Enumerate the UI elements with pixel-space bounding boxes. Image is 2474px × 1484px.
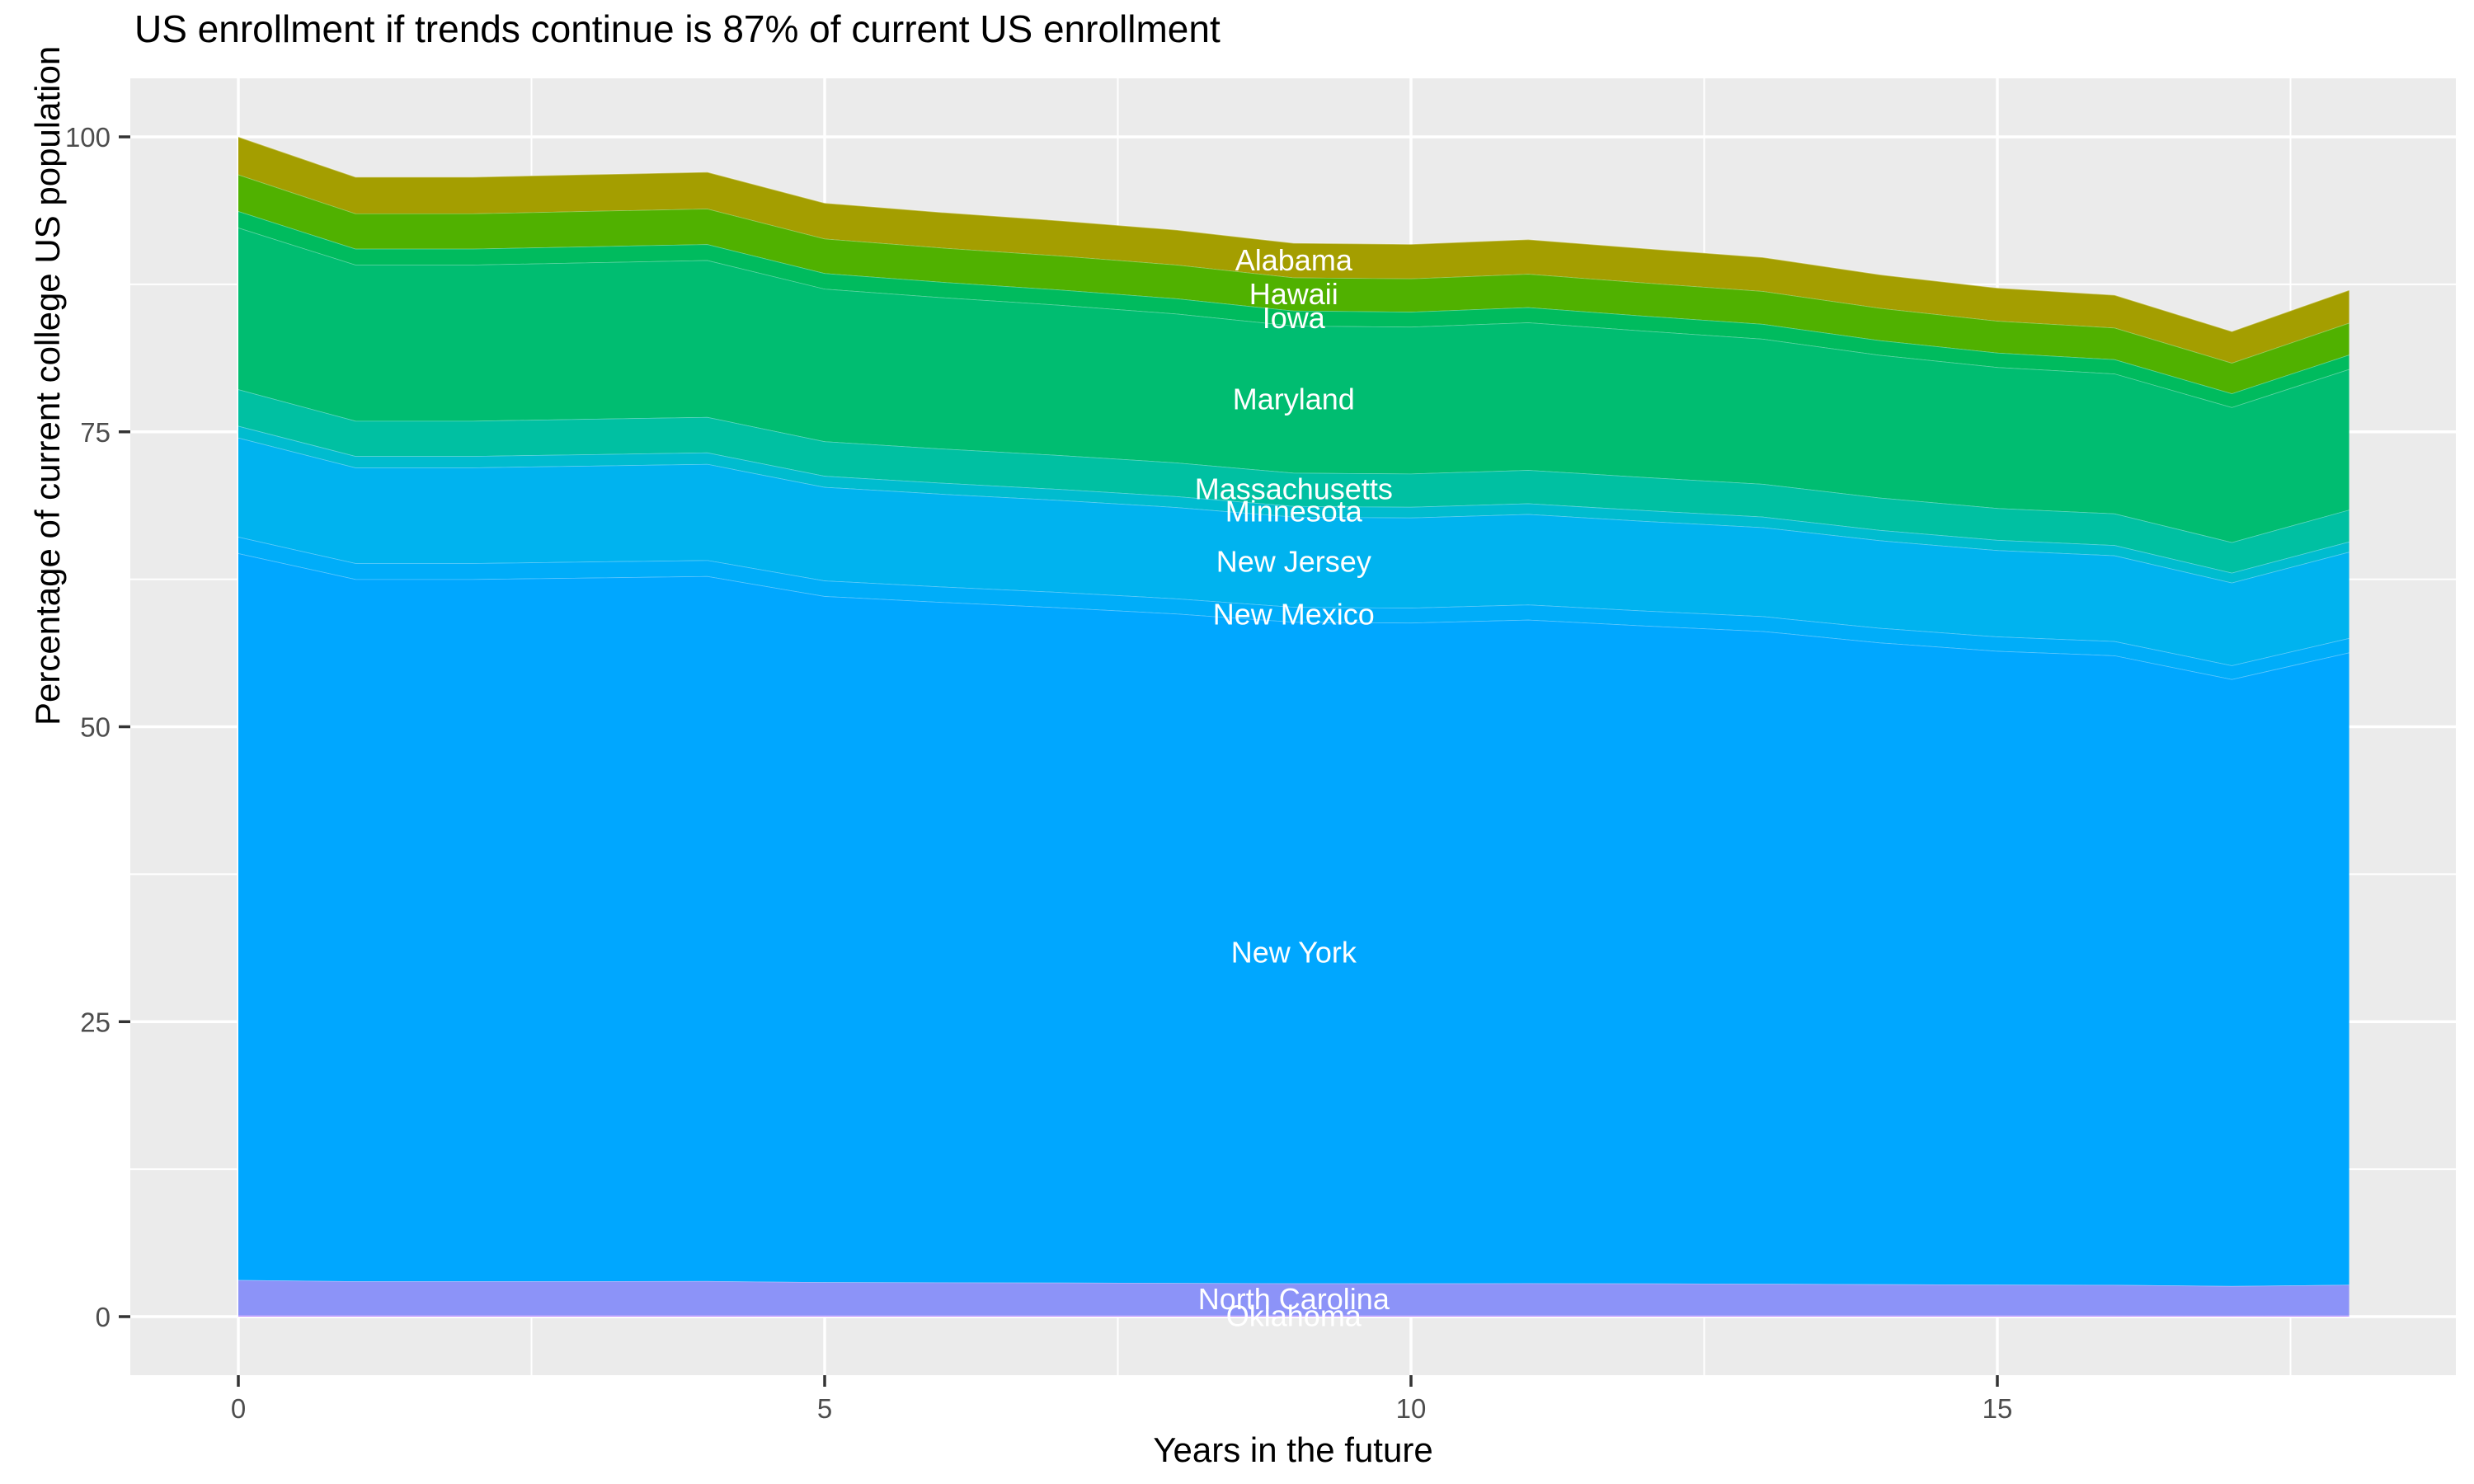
area-label-new-mexico: New Mexico [1213, 597, 1375, 631]
x-tick-label: 15 [1982, 1393, 2013, 1424]
y-tick-label: 50 [80, 712, 111, 743]
area-iowa [238, 211, 2349, 407]
area-north-carolina [238, 1280, 2349, 1316]
x-tick-label: 5 [817, 1393, 832, 1424]
area-new-jersey [238, 437, 2349, 666]
area-minnesota [238, 425, 2349, 583]
y-tick-label: 0 [96, 1302, 111, 1332]
area-new-york [238, 553, 2349, 1286]
area-alabama [238, 137, 2349, 364]
x-axis-title: Years in the future [1153, 1430, 1433, 1469]
x-tick-label: 10 [1396, 1393, 1427, 1424]
area-hawaii [238, 174, 2349, 394]
area-oklahoma [238, 1315, 2349, 1317]
chart-title: US enrollment if trends continue is 87% … [134, 7, 1221, 50]
area-massachusetts [238, 389, 2349, 573]
area-label-maryland: Maryland [1233, 382, 1355, 416]
area-label-new-york: New York [1231, 936, 1357, 970]
y-tick-label: 75 [80, 417, 111, 448]
area-label-alabama: Alabama [1235, 243, 1353, 277]
area-new-mexico [238, 537, 2349, 679]
area-maryland [238, 228, 2349, 542]
y-tick-label: 25 [80, 1007, 111, 1037]
area-label-hawaii: Hawaii [1249, 277, 1338, 311]
y-axis-title: Percentage of current college US populat… [28, 45, 67, 726]
area-label-north-carolina: North Carolina [1198, 1282, 1390, 1316]
x-tick-label: 0 [231, 1393, 246, 1424]
y-tick-label: 100 [65, 122, 111, 153]
area-label-oklahoma: Oklahoma [1226, 1298, 1362, 1332]
area-edge [238, 136, 2349, 332]
area-label-new-jersey: New Jersey [1216, 545, 1371, 579]
area-label-iowa: Iowa [1263, 301, 1326, 335]
area-label-massachusetts: Massachusetts [1195, 472, 1393, 506]
area-label-minnesota: Minnesota [1225, 494, 1363, 528]
